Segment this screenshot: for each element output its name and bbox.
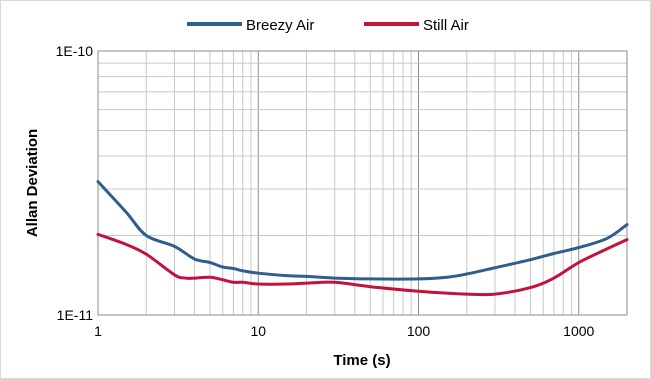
x-tick-label: 1 xyxy=(94,323,102,339)
y-tick-label: 1E-11 xyxy=(57,307,94,323)
x-axis-label: Time (s) xyxy=(333,352,390,369)
series-line-breezy-air xyxy=(96,180,629,281)
x-tick-label: 10 xyxy=(250,323,266,339)
series-line-still-air xyxy=(96,232,629,297)
legend-label-breezy-air: Breezy Air xyxy=(246,17,314,34)
legend: Breezy Air Still Air xyxy=(187,17,469,34)
y-tick-label: 1E-10 xyxy=(56,43,94,59)
x-tick-label: 1000 xyxy=(563,323,594,339)
tick-labels: 1 10 100 1000 1E-11 1E-10 xyxy=(56,43,595,339)
series-lines xyxy=(96,180,629,297)
legend-label-still-air: Still Air xyxy=(423,17,469,34)
x-tick-label: 100 xyxy=(407,323,431,339)
y-axis-label: Allan Deviation xyxy=(24,129,41,237)
